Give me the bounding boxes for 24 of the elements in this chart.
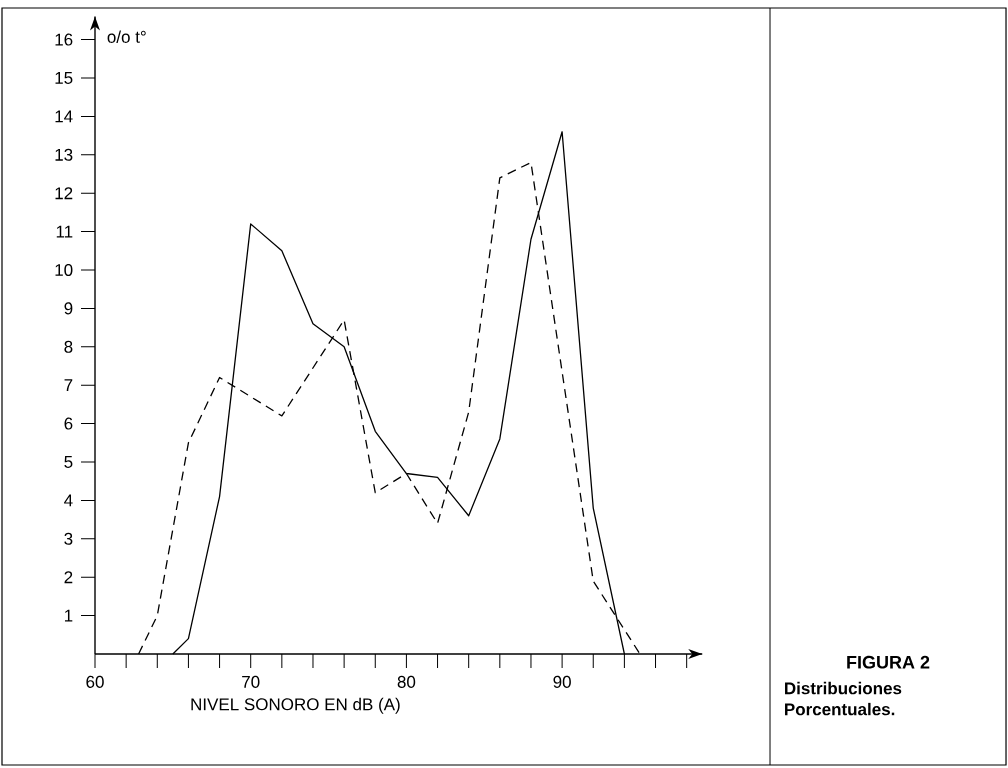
text: Distribuciones Porcentuales.: [785, 681, 902, 716]
y-axis-title: o/o t°: [107, 30, 146, 43]
x-tick-label: 80: [397, 675, 416, 688]
y-tick-label: 3: [64, 532, 73, 545]
text: FIGURA 2: [847, 655, 930, 669]
y-tick-label: 7: [64, 379, 73, 392]
y-tick-label: 5: [64, 456, 73, 468]
y-tick-label: 9: [64, 302, 73, 315]
y-tick-label: 4: [64, 494, 73, 507]
y-tick-label: 12: [55, 187, 73, 200]
x-tick-label: 60: [86, 675, 104, 688]
y-tick-label: 6: [64, 417, 73, 430]
y-tick-label: 8: [64, 340, 73, 353]
y-tick-label: 15: [55, 72, 73, 84]
y-tick-label: 2: [64, 571, 73, 584]
y-tick-label: 11: [56, 225, 73, 238]
x-tick-label: 90: [553, 675, 571, 688]
y-tick-label: 1: [64, 609, 73, 622]
x-tick-label: 70: [242, 675, 260, 688]
y-tick-label: 10: [55, 263, 73, 277]
y-tick-label: 14: [55, 110, 73, 123]
y-tick-label: 13: [55, 148, 73, 161]
x-axis-title: NIVEL SONORO EN dB (A): [191, 697, 400, 714]
y-tick-label: 16: [55, 33, 73, 46]
